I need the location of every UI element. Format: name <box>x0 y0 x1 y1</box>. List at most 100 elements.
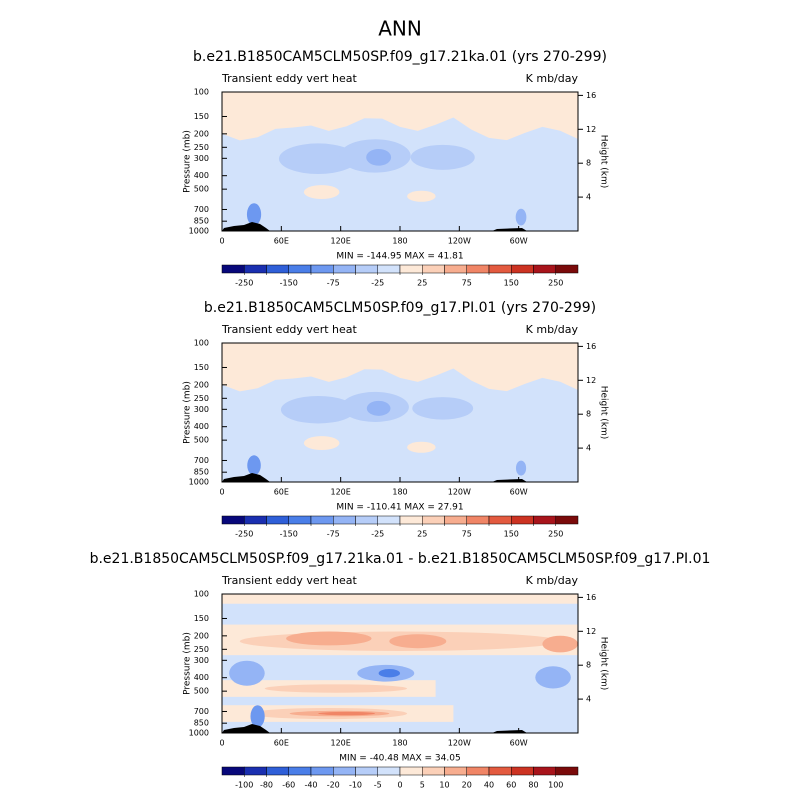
colorbar-box <box>244 766 267 776</box>
x-tick-label: 120W <box>448 739 471 748</box>
colorbar-box <box>444 264 467 274</box>
y-tick-label: 150 <box>194 112 209 121</box>
x-tick-label: 0 <box>219 237 224 246</box>
y-tick-label: 400 <box>194 673 209 682</box>
y-axis-label: Pressure (mb) <box>183 130 193 193</box>
y2-tick-label: 12 <box>586 627 596 636</box>
contour-fill <box>280 395 356 424</box>
topography <box>222 473 527 482</box>
y2-tick-label: 12 <box>586 125 596 134</box>
contour-field <box>222 343 578 482</box>
contour-fill <box>318 711 376 716</box>
colorbar-box <box>355 264 378 274</box>
contour-fill <box>229 660 265 686</box>
contour-fill <box>535 666 571 689</box>
colorbar-box <box>377 766 401 776</box>
y-tick-label: 100 <box>194 590 209 599</box>
left-label: Transient eddy vert heat <box>221 72 358 85</box>
y-tick-label: 200 <box>194 129 209 138</box>
y-axis-label: Pressure (mb) <box>183 632 193 695</box>
contour-fill <box>222 594 578 604</box>
colorbar-label: -75 <box>327 279 340 288</box>
colorbar-box <box>511 515 534 525</box>
colorbar-box <box>422 515 445 525</box>
colorbar-box <box>310 766 334 776</box>
colorbar-box <box>333 766 356 776</box>
y-tick-label: 700 <box>194 707 209 716</box>
colorbar-box <box>488 515 512 525</box>
y2-axis-label: Height (km) <box>599 637 609 691</box>
contour-fill <box>366 400 391 416</box>
x-tick-label: 120W <box>448 237 471 246</box>
y-tick-label: 500 <box>194 436 209 445</box>
y-tick-label: 850 <box>194 217 209 226</box>
colorbar-box <box>333 515 356 525</box>
colorbar-box <box>466 766 490 776</box>
x-tick-label: 60W <box>510 237 528 246</box>
contour-fill <box>286 631 372 646</box>
y-tick-label: 150 <box>194 363 209 372</box>
x-tick-label: 0 <box>219 488 224 497</box>
colorbar-label: 250 <box>548 530 563 539</box>
colorbar-label: 150 <box>504 279 519 288</box>
colorbar-label: -5 <box>374 781 382 790</box>
left-label: Transient eddy vert heat <box>221 323 358 336</box>
colorbar-box <box>444 515 467 525</box>
y-tick-label: 700 <box>194 456 209 465</box>
right-label: K mb/day <box>526 72 579 85</box>
right-label: K mb/day <box>526 323 579 336</box>
x-tick-label: 120E <box>331 739 351 748</box>
contour-fill <box>278 143 358 175</box>
y-tick-label: 1000 <box>189 478 209 487</box>
colorbar-label: 0 <box>397 781 402 790</box>
colorbar-label: 75 <box>462 530 472 539</box>
stats: MIN = -110.41 MAX = 27.91 <box>336 503 463 513</box>
colorbar-box <box>355 766 378 776</box>
contour-fill <box>542 635 578 653</box>
y-axis-label: Pressure (mb) <box>183 381 193 444</box>
colorbar-label: -250 <box>235 530 253 539</box>
colorbar-label: -25 <box>371 530 384 539</box>
contour-fill <box>515 460 527 476</box>
y2-tick-label: 16 <box>586 91 596 100</box>
colorbar-box <box>288 264 312 274</box>
panel-title: b.e21.B1850CAM5CLM50SP.f09_g17.21ka.01 (… <box>193 49 607 65</box>
y-tick-label: 300 <box>194 656 209 665</box>
colorbar-label: 80 <box>528 781 538 790</box>
colorbar-label: -150 <box>280 530 298 539</box>
y2-tick-label: 16 <box>586 593 596 602</box>
x-tick-label: 180 <box>392 739 407 748</box>
y-tick-label: 700 <box>194 205 209 214</box>
colorbar-box <box>377 515 401 525</box>
colorbar-box <box>310 515 334 525</box>
colorbar-box <box>310 264 334 274</box>
y-tick-label: 1000 <box>189 729 209 738</box>
y-tick-label: 200 <box>194 380 209 389</box>
y-tick-label: 400 <box>194 171 209 180</box>
colorbar-box <box>288 766 312 776</box>
y-tick-label: 100 <box>194 88 209 97</box>
colorbar-label: 25 <box>417 279 427 288</box>
colorbar-box <box>399 515 423 525</box>
colorbar-box <box>221 515 245 525</box>
contour-field <box>222 594 578 733</box>
colorbar-label: -75 <box>327 530 340 539</box>
colorbar-box <box>266 264 289 274</box>
colorbar-box <box>221 264 245 274</box>
y-tick-label: 500 <box>194 687 209 696</box>
colorbar-label: 40 <box>484 781 494 790</box>
x-tick-label: 60E <box>274 237 289 246</box>
x-tick-label: 60W <box>510 488 528 497</box>
colorbar-box <box>355 515 378 525</box>
x-tick-label: 180 <box>392 237 407 246</box>
colorbar-box <box>555 264 579 274</box>
colorbar-box <box>244 264 267 274</box>
x-tick-label: 180 <box>392 488 407 497</box>
y-tick-label: 150 <box>194 614 209 623</box>
y-tick-label: 400 <box>194 422 209 431</box>
colorbar-box <box>422 264 445 274</box>
y2-axis-label: Height (km) <box>599 135 609 189</box>
figure-title: ANN <box>378 17 422 41</box>
contour-fill <box>264 684 408 693</box>
